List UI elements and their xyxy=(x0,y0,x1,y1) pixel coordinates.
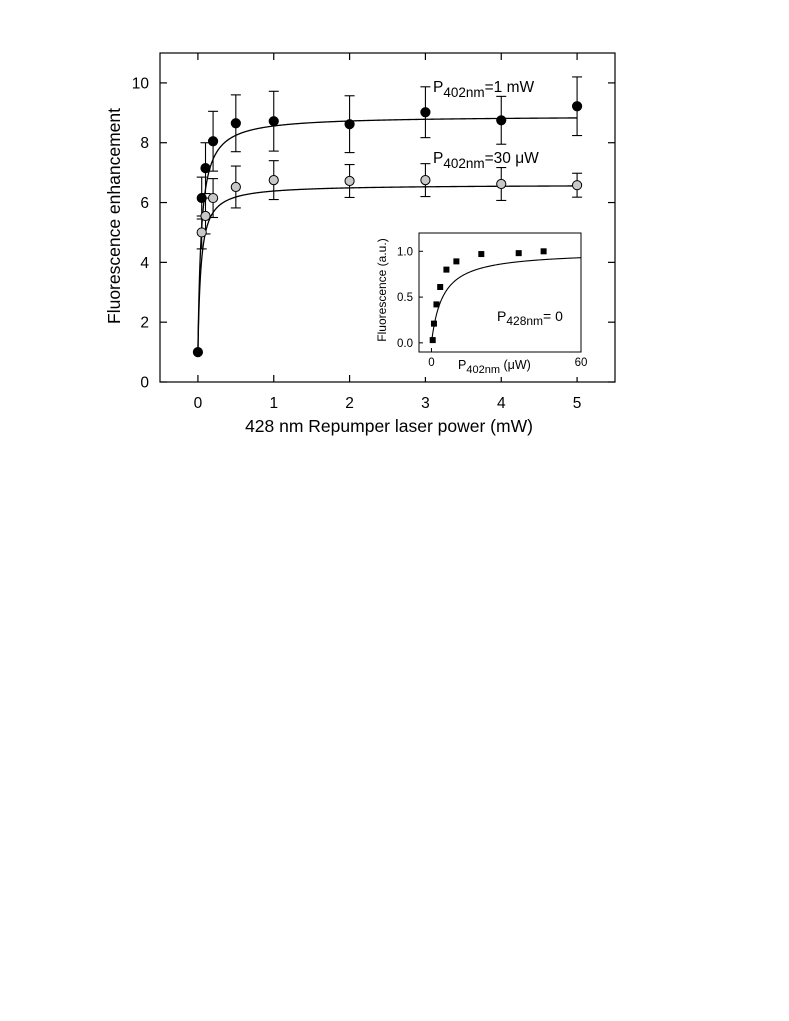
main-y-tick-label: 8 xyxy=(140,135,149,152)
main-x-tick-label: 4 xyxy=(497,395,506,412)
inset-data-point xyxy=(453,258,460,265)
data-point-series-1 xyxy=(196,227,207,238)
inset-plot-frame xyxy=(418,232,582,353)
main-x-tick-label: 3 xyxy=(421,395,430,412)
inset-y-tick-label: 0.5 xyxy=(397,292,413,304)
data-point-series-1 xyxy=(200,210,211,222)
inset-x-axis: 0 60 xyxy=(428,348,587,369)
main-x-tick-label: 2 xyxy=(345,395,354,412)
inset-annotation: P428nm= 0 xyxy=(497,308,563,328)
inset-x-axis-label: P402nm (μW) xyxy=(458,358,531,376)
series-label-1mw: P402nm=1 mW xyxy=(433,79,535,100)
main-y-axis: 0 2 4 6 8 10 xyxy=(132,75,615,392)
inset-data-point xyxy=(478,251,485,258)
main-y-axis-label: Fluorescence enhancement xyxy=(104,108,124,324)
main-x-tick-label: 1 xyxy=(269,395,278,412)
data-point-series-1 xyxy=(344,175,355,187)
data-point-series-0 xyxy=(207,136,219,147)
inset-data-point xyxy=(433,301,440,308)
data-point-series-1 xyxy=(420,175,431,186)
data-point-series-1 xyxy=(496,178,507,190)
data-point-series-0 xyxy=(200,163,211,174)
inset-fit-line xyxy=(430,257,582,343)
main-y-tick-label: 6 xyxy=(140,195,149,212)
main-x-axis-label: 428 nm Repumper laser power (mW) xyxy=(245,416,533,436)
data-point-series-0 xyxy=(344,119,355,130)
data-point-series-0 xyxy=(420,107,431,118)
inset-data-point xyxy=(430,320,437,327)
inset-data-point xyxy=(437,284,444,291)
inset-x-tick-label: 0 xyxy=(428,357,434,369)
data-point-series-1 xyxy=(207,192,219,204)
inset-data-point xyxy=(429,337,436,344)
inset-y-tick-label: 0.0 xyxy=(397,338,413,350)
main-chart: 0 1 2 3 4 5 0 2 4 6 8 10 428 nm Repumper laser pow… xyxy=(104,52,616,436)
inset-data-point xyxy=(515,250,522,257)
data-point-series-1 xyxy=(571,180,583,191)
inset-fit-curve xyxy=(430,257,582,343)
inset-x-tick-label: 60 xyxy=(575,357,588,369)
inset-data-point xyxy=(443,266,450,273)
data-point-series-0 xyxy=(192,346,204,358)
main-plot-frame xyxy=(159,52,616,383)
data-point-series-0 xyxy=(268,116,279,127)
inset-chart: 0 60 0.0 0.5 1.0 P402nm (μW) Fluorescence (… xyxy=(370,222,598,377)
inset-y-axis: 0.0 0.5 1.0 xyxy=(397,246,423,350)
data-point-series-1 xyxy=(268,175,279,186)
inset-y-axis-label: Fluorescence (a.u.) xyxy=(375,238,389,341)
series-label-30uw: P402nm=30 μW xyxy=(433,150,539,171)
main-x-tick-label: 0 xyxy=(194,395,203,412)
inset-y-tick-label: 1.0 xyxy=(397,246,413,258)
main-y-tick-label: 10 xyxy=(132,75,150,92)
data-point-series-0 xyxy=(196,192,207,204)
main-y-tick-label: 2 xyxy=(140,315,149,332)
data-point-series-0 xyxy=(230,118,241,129)
main-y-tick-label: 4 xyxy=(140,255,149,272)
data-point-series-0 xyxy=(496,115,507,126)
inset-data-point xyxy=(540,248,547,255)
main-data-points xyxy=(192,101,583,358)
main-y-tick-label: 0 xyxy=(140,375,149,392)
inset-background xyxy=(370,222,598,377)
inset-data-points xyxy=(429,248,547,344)
main-x-tick-label: 5 xyxy=(573,395,582,412)
data-point-series-0 xyxy=(571,101,583,112)
data-point-series-1 xyxy=(230,181,241,193)
